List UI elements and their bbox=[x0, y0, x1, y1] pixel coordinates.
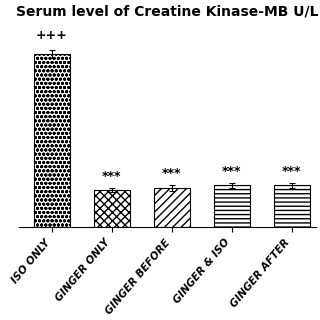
Title: Serum level of Creatine Kinase-MB U/L: Serum level of Creatine Kinase-MB U/L bbox=[16, 4, 319, 18]
Bar bbox=[94, 190, 130, 228]
Text: ***: *** bbox=[222, 165, 242, 178]
Bar bbox=[154, 188, 190, 228]
Bar bbox=[34, 54, 70, 228]
Text: ***: *** bbox=[102, 170, 122, 183]
Text: ***: *** bbox=[162, 167, 182, 180]
Bar bbox=[274, 185, 310, 228]
Text: ***: *** bbox=[282, 165, 301, 178]
Text: +++: +++ bbox=[36, 29, 68, 42]
Bar bbox=[214, 185, 250, 228]
